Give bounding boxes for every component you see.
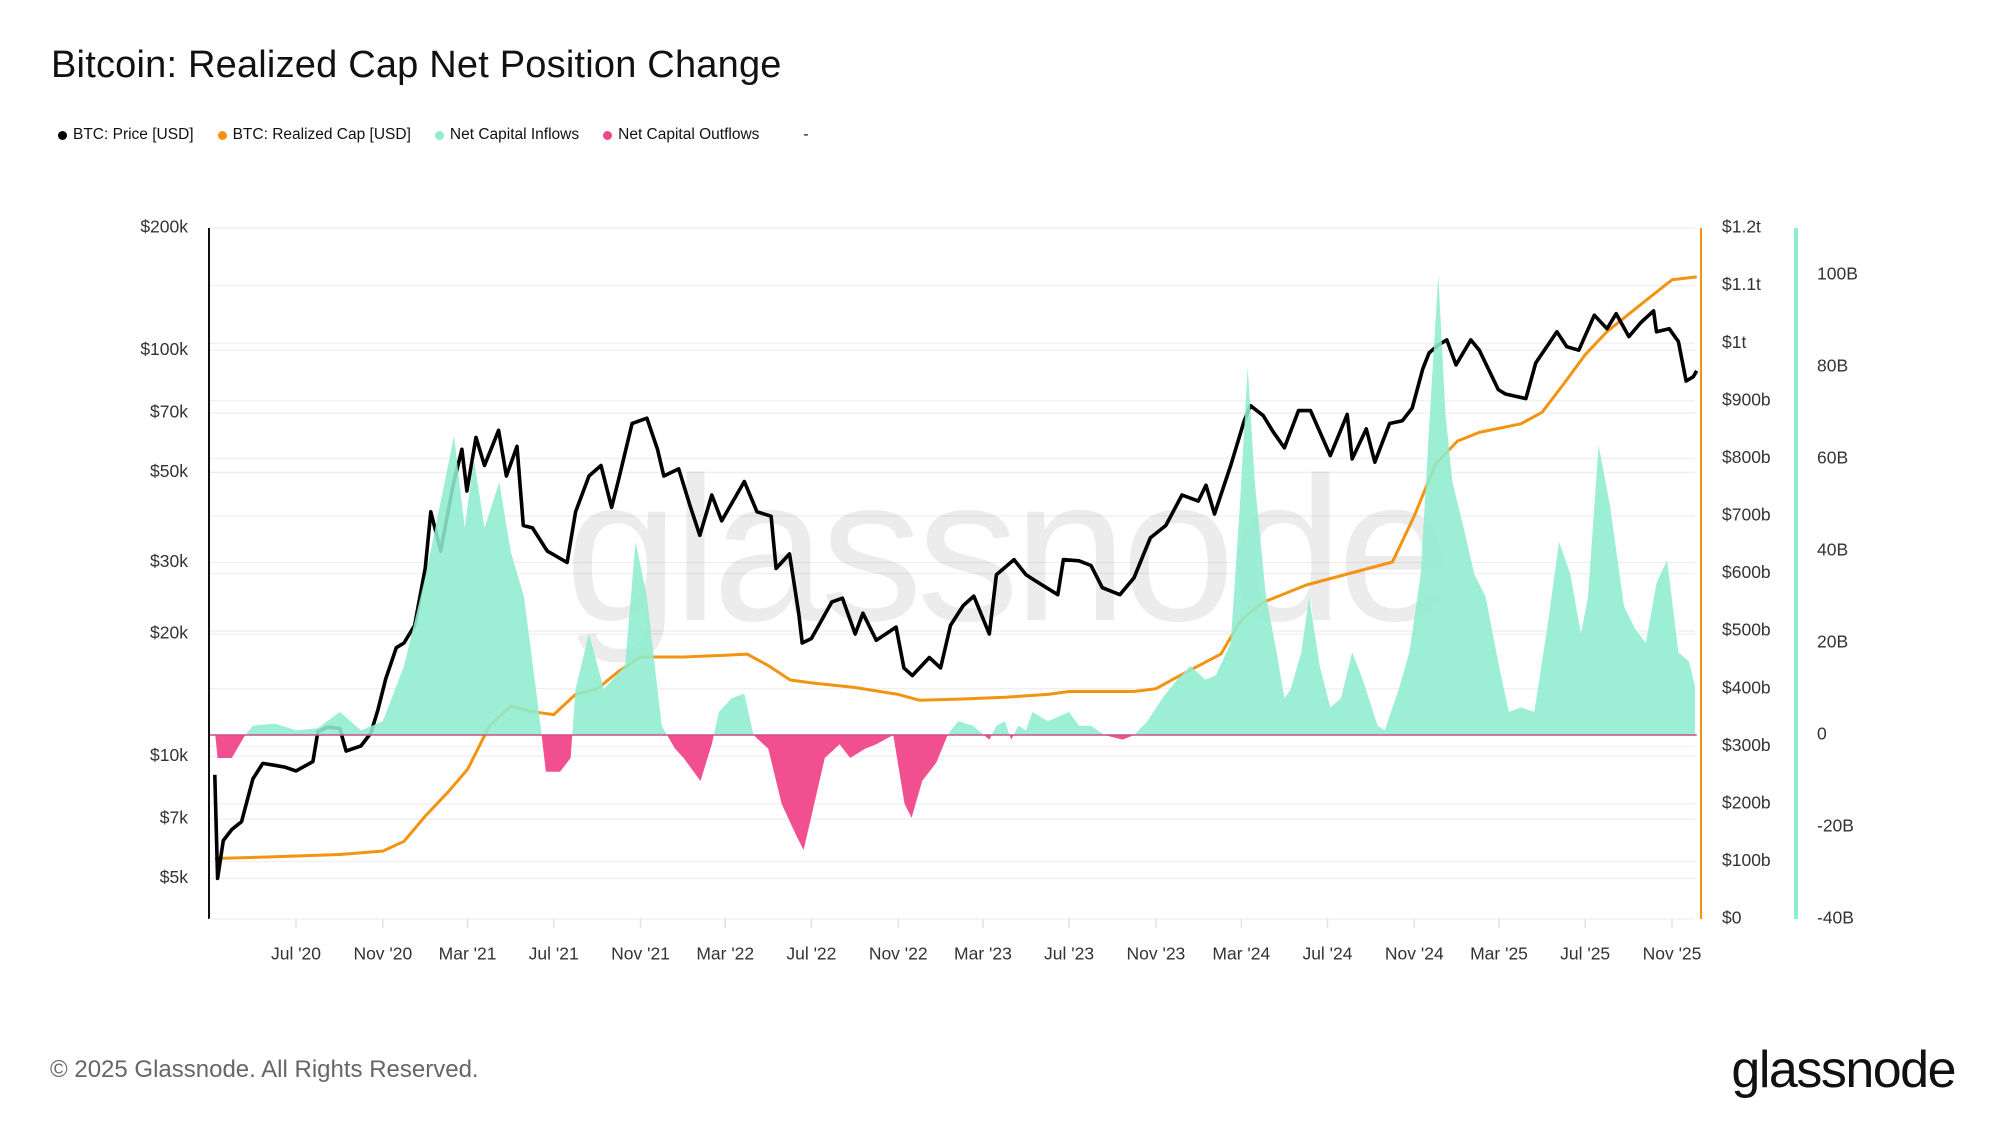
realized-cap-tick-label: $300b: [1722, 735, 1771, 755]
x-tick-label: Nov '21: [611, 944, 670, 964]
net-flow-tick-label: 60B: [1817, 448, 1848, 468]
price-tick-label: $7k: [160, 808, 188, 828]
price-tick-label: $70k: [150, 402, 188, 422]
x-tick-label: Nov '23: [1127, 944, 1186, 964]
legend-item-empty: -: [803, 126, 809, 143]
price-tick-label: $10k: [150, 745, 188, 765]
x-tick-label: Jul '22: [786, 944, 836, 964]
realized-cap-tick-label: $700b: [1722, 505, 1771, 525]
realized-cap-tick-label: $500b: [1722, 620, 1771, 640]
net-flow-tick-label: 20B: [1817, 632, 1848, 652]
price-tick-label: $30k: [150, 551, 188, 571]
x-tick-label: Nov '20: [353, 944, 412, 964]
realized-cap-tick-label: $900b: [1722, 389, 1771, 409]
legend-label: BTC: Price [USD]: [73, 126, 194, 143]
x-tick-label: Mar '23: [954, 944, 1012, 964]
glassnode-logo: glassnode: [1731, 1041, 1956, 1099]
x-tick-label: Jul '25: [1560, 944, 1610, 964]
legend-item-outflows[interactable]: Net Capital Outflows: [603, 126, 759, 144]
realized-cap-tick-label: $800b: [1722, 447, 1771, 467]
realized-cap-tick-label: $1t: [1722, 332, 1746, 352]
legend-label: BTC: Realized Cap [USD]: [232, 126, 411, 143]
realized-cap-tick-label: $400b: [1722, 677, 1771, 697]
x-tick-label: Mar '25: [1470, 944, 1528, 964]
copyright-text: © 2025 Glassnode. All Rights Reserved.: [50, 1056, 479, 1083]
chart-title: Bitcoin: Realized Cap Net Position Chang…: [51, 44, 782, 86]
legend-dot-icon: [58, 130, 67, 140]
legend-dot-icon: [434, 130, 444, 140]
price-tick-label: $50k: [150, 461, 188, 481]
realized-cap-tick-label: $0: [1722, 908, 1742, 928]
realized-cap-tick-label: $600b: [1722, 562, 1771, 582]
price-tick-label: $5k: [160, 867, 188, 887]
legend-dot-icon: [217, 130, 227, 140]
watermark: glassnode: [565, 435, 1446, 664]
x-tick-label: Jul '23: [1044, 944, 1094, 964]
x-tick-label: Mar '21: [439, 944, 497, 964]
x-tick-label: Nov '24: [1385, 944, 1444, 964]
x-tick-label: Nov '25: [1643, 944, 1702, 964]
price-tick-label: $100k: [140, 339, 188, 359]
x-tick-label: Nov '22: [869, 944, 928, 964]
x-tick-label: Jul '24: [1302, 944, 1352, 964]
net-flow-tick-label: 80B: [1817, 356, 1848, 376]
realized-cap-tick-label: $1.1t: [1722, 274, 1761, 294]
realized-cap-tick-label: $200b: [1722, 792, 1771, 812]
legend-item-realized-cap[interactable]: BTC: Realized Cap [USD]: [217, 126, 411, 144]
price-tick-label: $20k: [150, 623, 188, 643]
net-flow-tick-label: 100B: [1817, 264, 1858, 284]
legend: BTC: Price [USD] BTC: Realized Cap [USD]…: [58, 126, 809, 144]
realized-cap-tick-label: $100b: [1722, 850, 1771, 870]
x-tick-label: Jul '20: [271, 944, 321, 964]
legend-dot-icon: [603, 130, 613, 140]
price-line: [213, 309, 1699, 881]
net-flow-tick-label: -40B: [1817, 908, 1854, 928]
net-flow-tick-label: -20B: [1817, 816, 1854, 836]
net-flow-tick-label: 0: [1817, 724, 1827, 744]
net-inflows-area: [214, 275, 1695, 735]
realized-cap-tick-label: $1.2t: [1722, 217, 1761, 237]
legend-item-inflows[interactable]: Net Capital Inflows: [434, 126, 580, 144]
x-tick-label: Mar '22: [696, 944, 754, 964]
x-tick-label: Jul '21: [529, 944, 579, 964]
x-tick-label: Mar '24: [1212, 944, 1270, 964]
price-tick-label: $200k: [140, 217, 188, 237]
legend-label: Net Capital Inflows: [449, 126, 580, 143]
legend-label: Net Capital Outflows: [618, 126, 760, 143]
net-flow-tick-label: 40B: [1817, 540, 1848, 560]
legend-item-price[interactable]: BTC: Price [USD]: [58, 126, 194, 144]
